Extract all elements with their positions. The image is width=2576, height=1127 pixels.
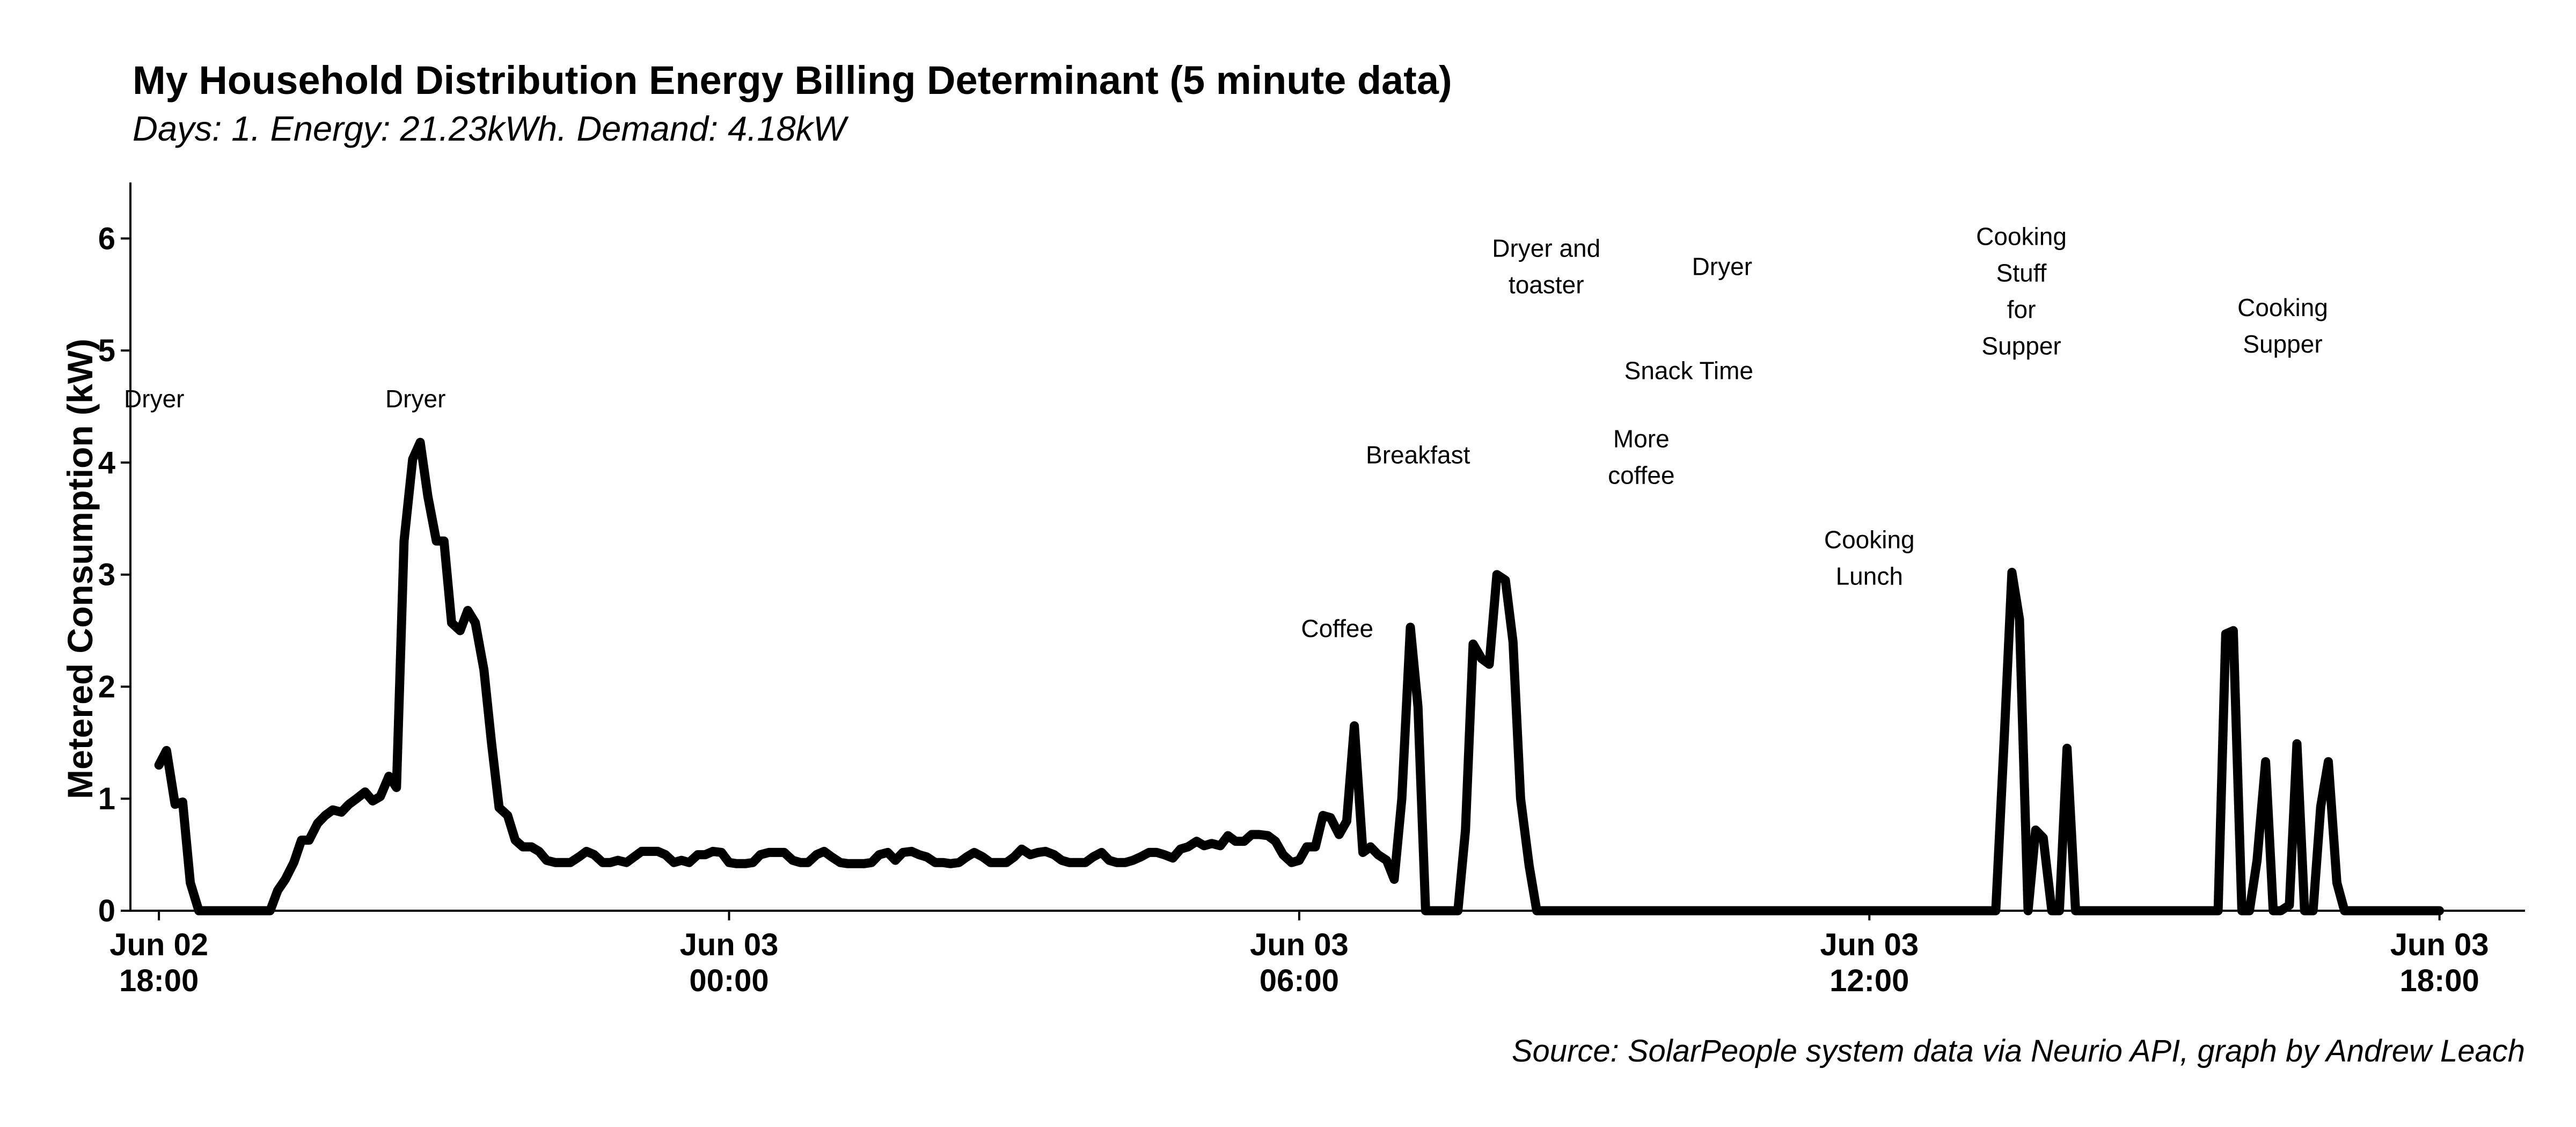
y-tick-label: 4	[98, 445, 115, 480]
annotation-label: Coffee	[1301, 614, 1373, 642]
annotation-label: Dryer	[385, 385, 445, 413]
series-line	[154, 437, 2445, 916]
annotation-label: Snack Time	[1624, 357, 1753, 385]
annotation-label: More coffee	[1608, 425, 1674, 489]
annotation-label: Dryer	[1692, 253, 1752, 281]
chart-subtitle: Days: 1. Energy: 21.23kWh. Demand: 4.18k…	[133, 109, 849, 148]
annotation-label: Dryer	[124, 385, 184, 413]
x-tick-label: Jun 02	[109, 927, 208, 962]
x-tick-label: 12:00	[1829, 963, 1909, 998]
annotation-label: Dryer and toaster	[1492, 235, 1600, 299]
annotation-label: Cooking Lunch	[1824, 525, 1915, 590]
y-tick-label: 6	[98, 221, 115, 256]
x-tick-label: 06:00	[1260, 963, 1339, 998]
y-tick-label: 1	[98, 781, 115, 816]
annotation-label: Cooking Supper	[2237, 294, 2328, 358]
x-tick-label: Jun 03	[2390, 927, 2489, 962]
x-tick-label: Jun 03	[1820, 927, 1919, 962]
x-tick-label: 18:00	[2399, 963, 2479, 998]
annotation-label: Breakfast	[1366, 441, 1470, 469]
annotation-label: Cooking Stuff for Supper	[1976, 223, 2067, 360]
y-tick-label: 5	[98, 333, 115, 368]
x-tick-label: 00:00	[689, 963, 769, 998]
x-tick-label: 18:00	[119, 963, 199, 998]
y-axis-label: Metered Consumption (kW)	[60, 339, 100, 799]
y-tick-label: 0	[98, 894, 115, 928]
chart-caption: Source: SolarPeople system data via Neur…	[1512, 1034, 2525, 1069]
x-tick-label: Jun 03	[680, 927, 779, 962]
y-tick-label: 3	[98, 558, 115, 592]
x-tick-label: Jun 03	[1250, 927, 1349, 962]
y-tick-label: 2	[98, 669, 115, 704]
chart-title: My Household Distribution Energy Billing…	[133, 58, 1452, 103]
